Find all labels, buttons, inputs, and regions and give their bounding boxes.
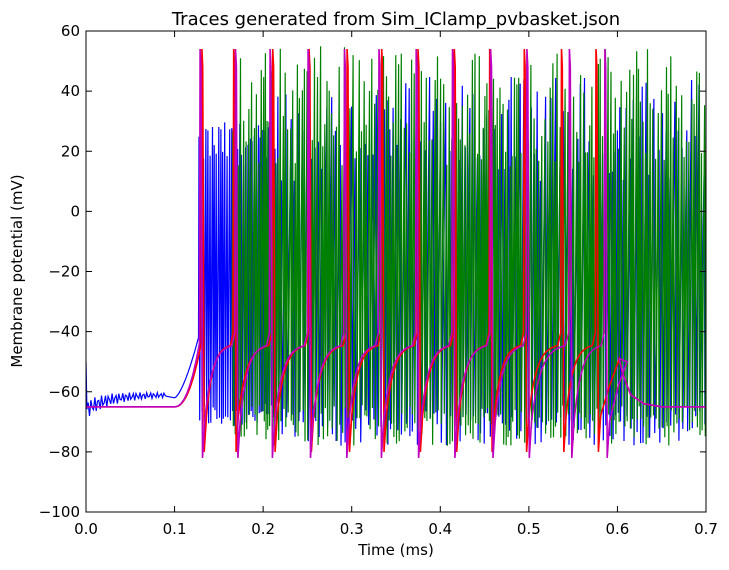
x-tick-label: 0.6 (605, 520, 629, 538)
plot-area (86, 46, 706, 458)
y-tick-label: −20 (48, 263, 80, 281)
y-tick-label: −80 (48, 443, 80, 461)
y-tick-label: −60 (48, 383, 80, 401)
series-line-green (231, 46, 706, 446)
series-line-red (86, 48, 706, 452)
x-tick-label: 0.4 (428, 520, 452, 538)
x-tick-label: 0.1 (163, 520, 187, 538)
y-tick-label: −100 (39, 503, 80, 521)
x-tick-label: 0.2 (251, 520, 275, 538)
series-line-magenta (86, 48, 706, 458)
x-tick-label: 0.5 (517, 520, 541, 538)
chart-title: Traces generated from Sim_IClamp_pvbaske… (171, 9, 620, 30)
y-tick-label: 0 (70, 202, 80, 220)
y-tick-label: 20 (61, 142, 80, 160)
y-tick-label: −40 (48, 323, 80, 341)
x-tick-label: 0.3 (340, 520, 364, 538)
y-axis: −100 −80 −60 −40 −20 0 20 40 60 (39, 22, 706, 521)
y-axis-label: Membrane potential (mV) (8, 174, 26, 367)
x-tick-label: 0.0 (74, 520, 98, 538)
x-tick-label: 0.7 (694, 520, 718, 538)
x-axis: 0.0 0.1 0.2 0.3 0.4 0.5 0.6 0.7 (74, 31, 718, 538)
y-tick-label: 40 (61, 82, 80, 100)
x-axis-label: Time (ms) (357, 541, 434, 559)
y-tick-label: 60 (61, 22, 80, 40)
